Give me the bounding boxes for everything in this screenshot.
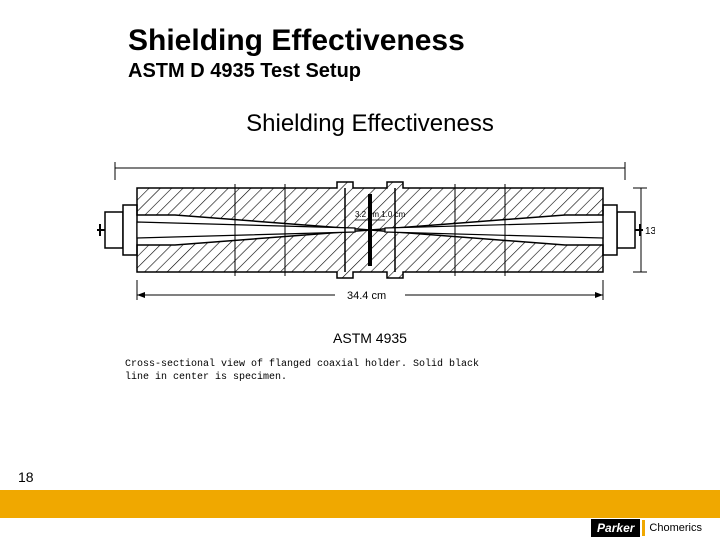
title-block: Shielding Effectiveness ASTM D 4935 Test… (128, 24, 465, 83)
caption-line-1: Cross-sectional view of flanged coaxial … (125, 359, 479, 370)
standard-label: ASTM 4935 (75, 330, 665, 346)
slide-subtitle: ASTM D 4935 Test Setup (128, 60, 465, 83)
logo-separator (642, 520, 645, 536)
caption-line-2: line in center is specimen. (125, 372, 287, 383)
diagram-heading: Shielding Effectiveness (75, 110, 665, 138)
footer-bar (0, 490, 720, 518)
logo-chomerics-text: Chomerics (647, 522, 702, 534)
page-number: 18 (18, 469, 34, 485)
dim-length: 34.4 cm (347, 290, 386, 302)
brand-logo: Parker Chomerics (591, 519, 702, 537)
slide-title: Shielding Effectiveness (128, 24, 465, 58)
slide: Shielding Effectiveness ASTM D 4935 Test… (0, 0, 720, 540)
dim-height: 13.3 cm (645, 226, 655, 237)
logo-parker-text: Parker (591, 519, 640, 537)
coaxial-holder-diagram: 13.3 cm (85, 150, 655, 320)
diagram-caption: Cross-sectional view of flanged coaxial … (125, 358, 665, 384)
footer-bottom: Parker Chomerics (0, 518, 720, 540)
diagram-area: Shielding Effectiveness 13.3 cm (75, 110, 665, 400)
dim-gap: 3.2 cm 1.0 cm (355, 210, 406, 219)
